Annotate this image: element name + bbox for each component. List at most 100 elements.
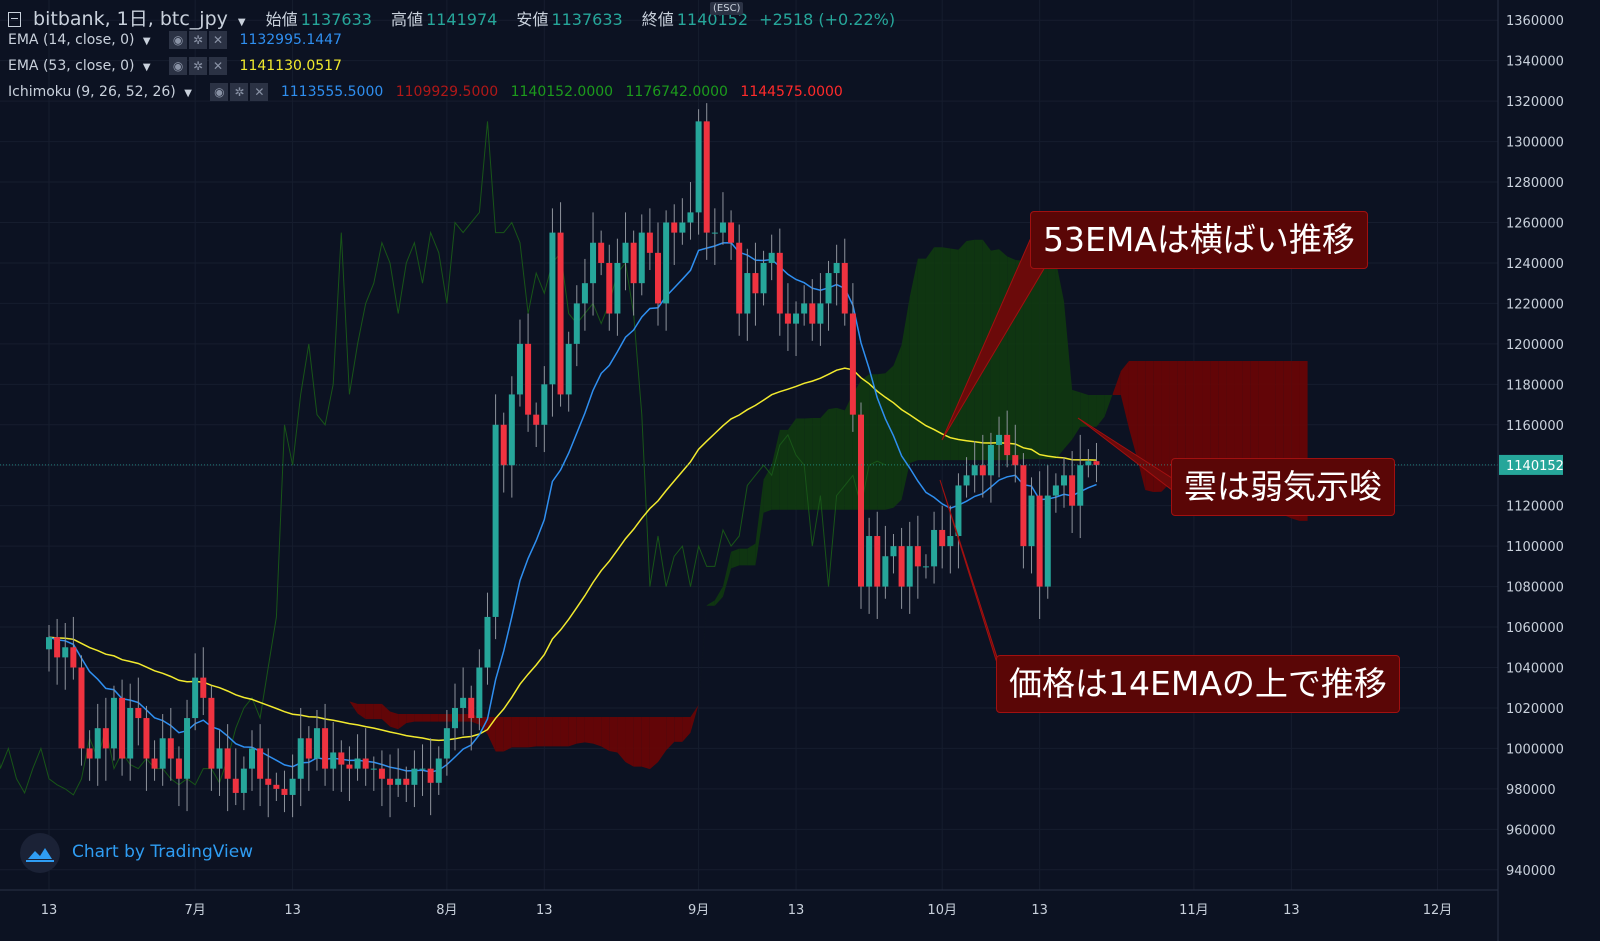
candle-body[interactable] xyxy=(663,222,670,304)
candle-body[interactable] xyxy=(208,697,215,769)
candle-body[interactable] xyxy=(443,728,450,759)
candle-body[interactable] xyxy=(947,536,954,547)
candle-body[interactable] xyxy=(784,313,791,324)
candles[interactable] xyxy=(46,103,1100,818)
candle-body[interactable] xyxy=(395,778,402,785)
candle-body[interactable] xyxy=(882,556,889,587)
candle-body[interactable] xyxy=(151,758,158,769)
candle-body[interactable] xyxy=(297,738,304,779)
candle-body[interactable] xyxy=(468,697,475,719)
candle-body[interactable] xyxy=(86,748,93,759)
candle-body[interactable] xyxy=(996,434,1003,445)
candle-body[interactable] xyxy=(435,758,442,783)
candle-body[interactable] xyxy=(354,758,361,769)
candle-body[interactable] xyxy=(801,303,808,314)
candle-body[interactable] xyxy=(110,697,117,749)
candle-body[interactable] xyxy=(1077,465,1084,506)
candle-body[interactable] xyxy=(249,748,255,769)
candle-body[interactable] xyxy=(1093,461,1100,465)
eye-icon[interactable]: ◉ xyxy=(169,31,188,49)
candle-body[interactable] xyxy=(557,232,564,395)
candle-body[interactable] xyxy=(963,475,970,486)
candle-body[interactable] xyxy=(898,546,905,587)
candle-body[interactable] xyxy=(403,778,410,785)
candle-body[interactable] xyxy=(833,262,840,274)
candle-body[interactable] xyxy=(719,222,726,233)
candle-body[interactable] xyxy=(768,252,775,263)
candle-body[interactable] xyxy=(939,529,946,547)
candle-body[interactable] xyxy=(273,784,280,789)
close-icon[interactable]: ✕ xyxy=(250,83,269,101)
symbol-label[interactable]: bitbank, 1日, btc_jpy xyxy=(33,8,228,30)
indicator-name[interactable]: EMA (14, close, 0) xyxy=(8,32,135,48)
eye-icon[interactable]: ◉ xyxy=(169,57,188,75)
candle-body[interactable] xyxy=(703,121,710,233)
candle-body[interactable] xyxy=(987,445,994,476)
candle-body[interactable] xyxy=(695,121,702,213)
candle-body[interactable] xyxy=(809,303,816,324)
candle-body[interactable] xyxy=(549,232,556,385)
candle-body[interactable] xyxy=(370,768,377,770)
candle-body[interactable] xyxy=(1012,455,1019,466)
candle-body[interactable] xyxy=(492,424,499,617)
close-icon[interactable]: ✕ xyxy=(209,57,228,75)
gear-icon[interactable]: ✲ xyxy=(189,57,208,75)
candle-body[interactable] xyxy=(849,313,856,415)
candle-body[interactable] xyxy=(752,273,759,294)
candle-body[interactable] xyxy=(1036,495,1043,587)
candle-body[interactable] xyxy=(419,768,426,770)
candle-body[interactable] xyxy=(646,232,653,253)
candle-body[interactable] xyxy=(224,748,231,779)
candle-body[interactable] xyxy=(484,616,491,668)
candle-body[interactable] xyxy=(102,728,109,749)
candle-body[interactable] xyxy=(362,758,369,769)
candle-body[interactable] xyxy=(338,752,345,765)
candle-body[interactable] xyxy=(817,303,824,324)
candle-body[interactable] xyxy=(159,738,166,769)
candle-body[interactable] xyxy=(62,647,69,658)
candle-body[interactable] xyxy=(476,667,483,719)
candle-body[interactable] xyxy=(922,566,929,568)
candle-body[interactable] xyxy=(54,637,61,658)
candle-body[interactable] xyxy=(508,394,515,466)
candle-body[interactable] xyxy=(638,232,645,284)
candle-body[interactable] xyxy=(914,546,921,567)
candle-body[interactable] xyxy=(143,718,150,759)
candle-body[interactable] xyxy=(581,283,588,304)
candle-body[interactable] xyxy=(1061,475,1067,486)
candle-body[interactable] xyxy=(1052,485,1059,496)
candle-body[interactable] xyxy=(240,768,247,793)
close-icon[interactable]: ✕ xyxy=(209,31,228,49)
candle-body[interactable] xyxy=(841,262,848,314)
candle-body[interactable] xyxy=(281,788,288,795)
candle-body[interactable] xyxy=(216,748,223,769)
candle-body[interactable] xyxy=(679,222,686,233)
candle-body[interactable] xyxy=(387,778,394,785)
candle-body[interactable] xyxy=(606,262,613,314)
candle-body[interactable] xyxy=(655,252,661,304)
candle-body[interactable] xyxy=(265,778,272,785)
chevron-down-icon[interactable]: ▼ xyxy=(142,62,151,73)
candle-body[interactable] xyxy=(955,485,962,537)
candle-body[interactable] xyxy=(305,738,312,759)
candle-body[interactable] xyxy=(1069,475,1076,506)
candle-body[interactable] xyxy=(427,768,434,783)
candle-body[interactable] xyxy=(346,764,353,769)
candle-body[interactable] xyxy=(500,424,507,466)
gear-icon[interactable]: ✲ xyxy=(189,31,208,49)
candle-body[interactable] xyxy=(736,242,743,314)
collapse-icon[interactable] xyxy=(8,12,21,27)
candle-body[interactable] xyxy=(330,752,337,769)
candle-body[interactable] xyxy=(711,232,718,234)
candle-body[interactable] xyxy=(119,697,126,759)
candle-body[interactable] xyxy=(1044,495,1051,587)
candle-body[interactable] xyxy=(525,343,532,415)
candle-body[interactable] xyxy=(192,677,199,719)
candle-body[interactable] xyxy=(931,529,938,567)
candle-body[interactable] xyxy=(516,343,523,395)
candle-body[interactable] xyxy=(598,242,605,263)
candle-body[interactable] xyxy=(70,647,77,668)
candle-body[interactable] xyxy=(167,738,174,759)
candle-body[interactable] xyxy=(135,707,142,719)
candle-body[interactable] xyxy=(460,697,467,708)
